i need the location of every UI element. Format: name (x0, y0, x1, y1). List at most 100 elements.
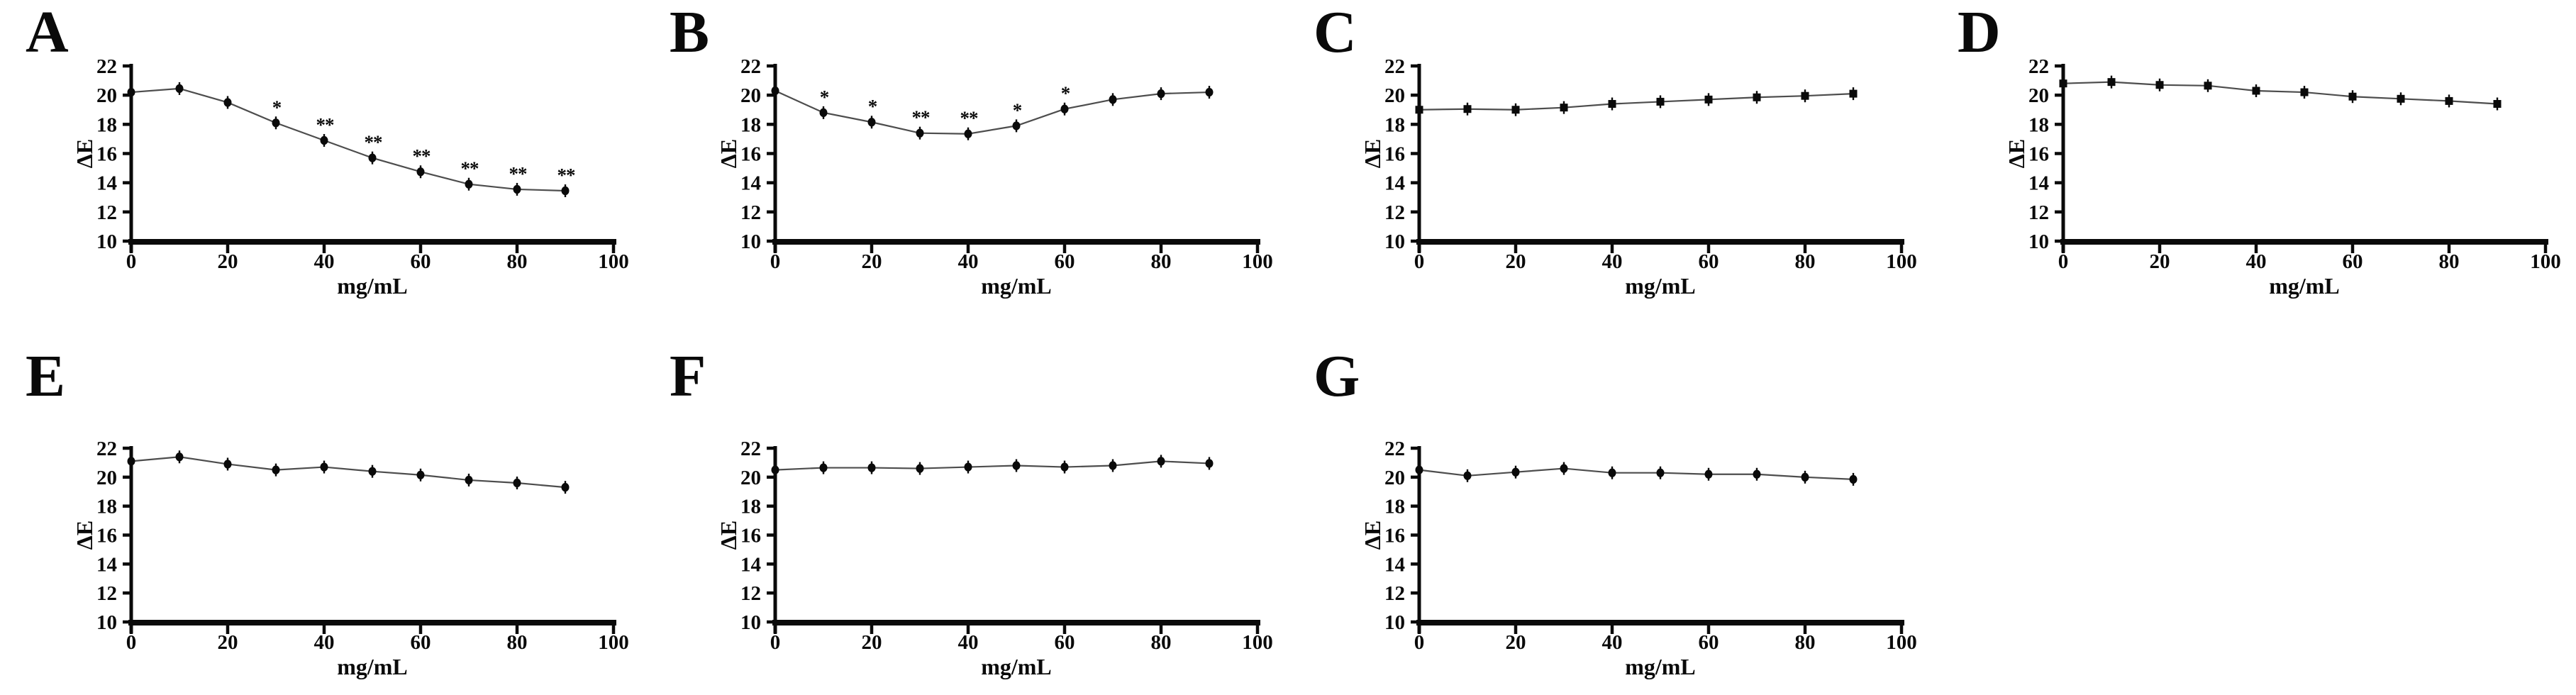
panel-letter: C (1314, 0, 1357, 65)
x-tick-label: 40 (1602, 631, 1623, 654)
data-point (2300, 88, 2309, 96)
y-tick-label: 10 (96, 230, 117, 253)
y-tick-label: 18 (96, 496, 117, 518)
y-tick-label: 10 (740, 230, 761, 253)
x-tick-label: 60 (1055, 250, 1075, 273)
x-tick-label: 100 (1242, 250, 1273, 273)
data-point (368, 467, 377, 476)
y-tick-label: 20 (2028, 84, 2049, 107)
y-tick-label: 12 (740, 201, 761, 224)
data-point (771, 86, 779, 96)
x-tick-label: 0 (1414, 250, 1425, 273)
y-tick-label: 12 (2028, 201, 2049, 224)
x-tick-label: 20 (218, 250, 238, 273)
data-point (1753, 93, 1761, 101)
y-tick-label: 16 (740, 525, 761, 547)
data-point (1463, 471, 1472, 480)
y-tick-label: 14 (96, 553, 117, 576)
x-axis-label: mg/mL (337, 654, 408, 679)
x-tick-label: 20 (862, 631, 882, 654)
y-tick-label: 14 (1384, 172, 1405, 195)
data-point (2155, 81, 2164, 89)
data-point (2397, 94, 2405, 103)
y-tick-label: 10 (740, 611, 761, 634)
x-tick-label: 0 (126, 250, 137, 273)
data-point (867, 463, 876, 472)
y-tick-label: 20 (1384, 467, 1405, 489)
y-tick-label: 12 (1384, 201, 1405, 224)
x-tick-label: 60 (1699, 250, 1719, 273)
y-axis-label: ΔE (716, 139, 741, 168)
data-point (223, 460, 232, 469)
data-point (2348, 92, 2357, 101)
x-tick-label: 80 (1151, 250, 1172, 273)
y-axis-label: ΔE (2004, 139, 2029, 168)
y-tick-label: 12 (1384, 582, 1405, 605)
x-tick-label: 100 (2530, 250, 2561, 273)
data-point (916, 464, 924, 473)
y-tick-label: 18 (1384, 113, 1405, 136)
data-line (775, 460, 1210, 471)
x-tick-label: 80 (1151, 631, 1172, 654)
significance-marker: ** (960, 108, 979, 129)
x-tick-label: 80 (1795, 250, 1816, 273)
y-tick-label: 18 (96, 113, 117, 136)
chart-panel-C: C ΔE 10 12 14 16 18 20 22 0 20 40 60 80 100 mg/mL (1314, 0, 1917, 299)
panel-letter: E (26, 343, 65, 409)
y-tick-label: 14 (740, 553, 761, 576)
x-tick-label: 40 (1602, 250, 1623, 273)
data-point (1608, 468, 1616, 477)
y-tick-label: 16 (96, 143, 117, 166)
y-tick-label: 20 (1384, 84, 1405, 107)
significance-marker: ** (413, 145, 431, 167)
data-point (175, 84, 184, 94)
x-tick-label: 100 (1242, 631, 1273, 654)
x-axis-label: mg/mL (337, 273, 408, 299)
x-tick-label: 60 (1699, 631, 1719, 654)
significance-marker: * (1061, 83, 1070, 104)
x-tick-label: 80 (1795, 631, 1816, 654)
data-point (1012, 461, 1021, 470)
data-point (771, 465, 779, 474)
data-point (1849, 89, 1858, 98)
data-point (320, 462, 328, 472)
data-point (465, 475, 473, 485)
data-point (2204, 82, 2212, 90)
significance-marker: * (820, 87, 829, 108)
y-tick-label: 22 (96, 55, 117, 78)
y-tick-label: 10 (2028, 230, 2049, 253)
y-tick-label: 22 (96, 438, 117, 460)
y-tick-label: 18 (1384, 496, 1405, 518)
x-tick-label: 40 (2246, 250, 2267, 273)
y-tick-label: 20 (740, 84, 761, 107)
data-line (775, 89, 1210, 135)
x-axis-label: mg/mL (1625, 273, 1696, 299)
x-tick-label: 0 (770, 250, 781, 273)
data-point (127, 87, 135, 97)
significance-marker: ** (316, 114, 335, 135)
panel-letter: F (670, 343, 706, 409)
data-point (1157, 457, 1165, 466)
data-point (1415, 106, 1423, 114)
y-tick-label: 22 (740, 55, 761, 78)
panel-letter: D (1958, 0, 2001, 65)
data-point (1012, 121, 1021, 130)
data-point (819, 463, 828, 472)
chart-panel-G: G ΔE 10 12 14 16 18 20 22 0 20 40 60 80 100 mg/mL (1314, 343, 1917, 679)
y-tick-label: 22 (1384, 55, 1405, 78)
data-point (1415, 465, 1423, 474)
x-tick-label: 20 (1506, 250, 1526, 273)
y-tick-label: 16 (1384, 143, 1405, 166)
x-tick-label: 40 (314, 631, 335, 654)
y-axis-label: ΔE (72, 139, 97, 168)
x-tick-label: 100 (598, 250, 629, 273)
y-tick-label: 10 (1384, 611, 1405, 634)
data-point (2493, 100, 2502, 109)
data-point (1463, 105, 1472, 113)
x-tick-label: 80 (507, 250, 528, 273)
data-line (2063, 81, 2498, 105)
data-point (2059, 79, 2067, 88)
data-point (1704, 95, 1713, 104)
data-point (964, 462, 972, 472)
